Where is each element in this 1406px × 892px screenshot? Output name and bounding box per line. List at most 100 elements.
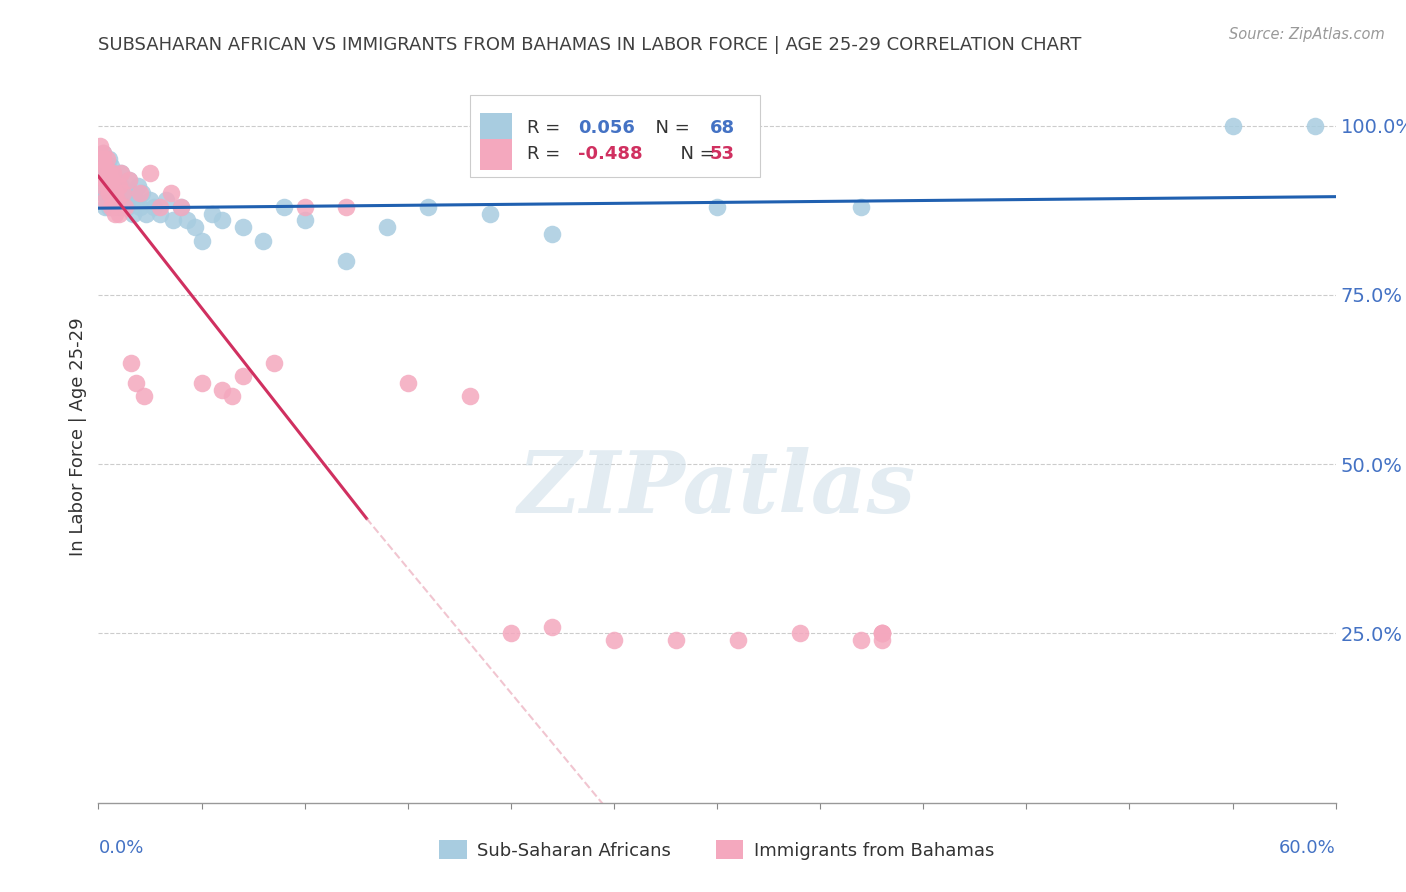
Point — [110, 166, 132, 180]
Point — [91, 145, 114, 160]
Point — [96, 186, 118, 201]
Point — [97, 186, 120, 201]
Point — [97, 179, 120, 194]
Point — [263, 355, 285, 369]
Point — [91, 186, 114, 201]
Point — [499, 626, 522, 640]
Point — [727, 633, 749, 648]
Point — [273, 200, 295, 214]
Point — [139, 166, 162, 180]
Point — [122, 206, 145, 220]
Point — [211, 383, 233, 397]
Point — [149, 206, 172, 220]
Point — [93, 193, 115, 207]
Text: SUBSAHARAN AFRICAN VS IMMIGRANTS FROM BAHAMAS IN LABOR FORCE | AGE 25-29 CORRELA: SUBSAHARAN AFRICAN VS IMMIGRANTS FROM BA… — [98, 36, 1081, 54]
Point — [100, 172, 122, 186]
Point — [139, 193, 162, 207]
Point — [100, 186, 122, 201]
Point — [89, 153, 111, 167]
Point — [93, 200, 115, 214]
Point — [91, 179, 114, 194]
Point — [418, 200, 440, 214]
Point — [91, 179, 114, 194]
Point — [117, 200, 139, 214]
Text: 0.0%: 0.0% — [98, 839, 143, 857]
Point — [221, 389, 243, 403]
Point — [143, 200, 166, 214]
Point — [135, 206, 157, 220]
Point — [127, 179, 149, 194]
Point — [120, 186, 142, 201]
Point — [396, 376, 419, 390]
Point — [851, 633, 873, 648]
Point — [108, 179, 131, 194]
Point — [118, 172, 141, 186]
Bar — [479, 113, 512, 144]
Point — [870, 626, 893, 640]
Point — [100, 172, 122, 186]
Point — [176, 213, 198, 227]
Text: R =: R = — [526, 145, 565, 163]
Point — [479, 206, 502, 220]
Point — [110, 166, 132, 180]
Point — [132, 389, 155, 403]
Point — [190, 376, 212, 390]
Point — [96, 166, 118, 180]
Point — [870, 626, 893, 640]
Point — [91, 145, 114, 160]
Point — [97, 153, 120, 167]
Point — [184, 220, 207, 235]
Point — [104, 172, 127, 186]
Point — [108, 200, 131, 214]
Point — [252, 234, 274, 248]
Point — [93, 172, 115, 186]
Point — [201, 206, 224, 220]
Point — [128, 186, 150, 201]
Point — [170, 200, 193, 214]
Point — [104, 186, 127, 201]
Point — [105, 193, 128, 207]
Point — [96, 193, 118, 207]
Point — [89, 166, 111, 180]
Point — [101, 179, 124, 194]
Point — [101, 166, 124, 180]
Point — [93, 172, 115, 186]
Point — [112, 193, 135, 207]
Point — [1222, 119, 1244, 133]
Text: N =: N = — [644, 120, 696, 137]
Point — [101, 166, 124, 180]
Point — [159, 186, 181, 201]
Point — [100, 159, 122, 173]
Point — [105, 193, 128, 207]
Point — [131, 186, 153, 201]
Point — [93, 186, 115, 201]
Point — [1303, 119, 1326, 133]
Legend: Sub-Saharan Africans, Immigrants from Bahamas: Sub-Saharan Africans, Immigrants from Ba… — [432, 833, 1002, 867]
Point — [851, 200, 873, 214]
Point — [294, 200, 316, 214]
Point — [97, 193, 120, 207]
Point — [789, 626, 811, 640]
Point — [101, 179, 124, 194]
Point — [155, 193, 177, 207]
Point — [232, 220, 254, 235]
Point — [211, 213, 233, 227]
Point — [100, 200, 122, 214]
Point — [96, 179, 118, 194]
Point — [97, 166, 120, 180]
Point — [108, 206, 131, 220]
Point — [190, 234, 212, 248]
Point — [89, 166, 111, 180]
Point — [706, 200, 728, 214]
Point — [91, 166, 114, 180]
Point — [97, 166, 120, 180]
Text: -0.488: -0.488 — [578, 145, 643, 163]
Point — [335, 200, 357, 214]
Point — [232, 369, 254, 384]
Point — [162, 213, 184, 227]
Point — [97, 200, 120, 214]
Point — [128, 200, 150, 214]
Point — [105, 179, 128, 194]
Text: 60.0%: 60.0% — [1279, 839, 1336, 857]
Point — [104, 206, 127, 220]
